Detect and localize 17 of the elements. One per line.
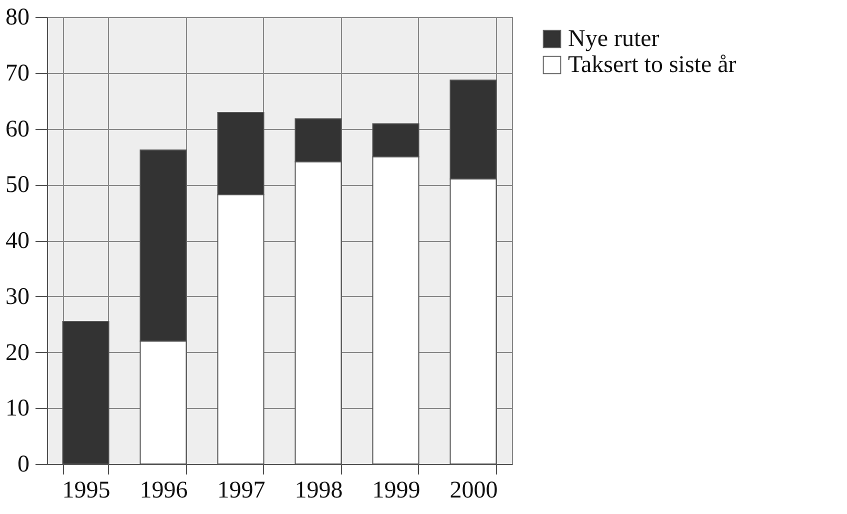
legend-label: Taksert to siste år (568, 52, 736, 78)
x-tick-label: 1996 (140, 478, 188, 504)
x-tick-label: 1997 (217, 478, 266, 504)
y-tick-label: 70 (6, 60, 30, 86)
y-tick-label: 50 (6, 172, 30, 198)
y-tick-label: 80 (6, 4, 30, 30)
legend-label: Nye ruter (568, 26, 660, 52)
y-tick-label: 10 (6, 396, 30, 422)
x-tick-label: 1998 (294, 478, 343, 504)
y-tick-label: 0 (18, 452, 30, 478)
x-tick-label: 1999 (372, 478, 420, 504)
y-tick-label: 20 (6, 340, 30, 366)
x-tick-label: 2000 (450, 478, 498, 504)
x-tick-label: 1995 (62, 478, 110, 504)
y-tick-label: 40 (6, 228, 30, 254)
y-tick-label: 30 (6, 284, 30, 310)
y-tick-label: 60 (6, 116, 30, 142)
